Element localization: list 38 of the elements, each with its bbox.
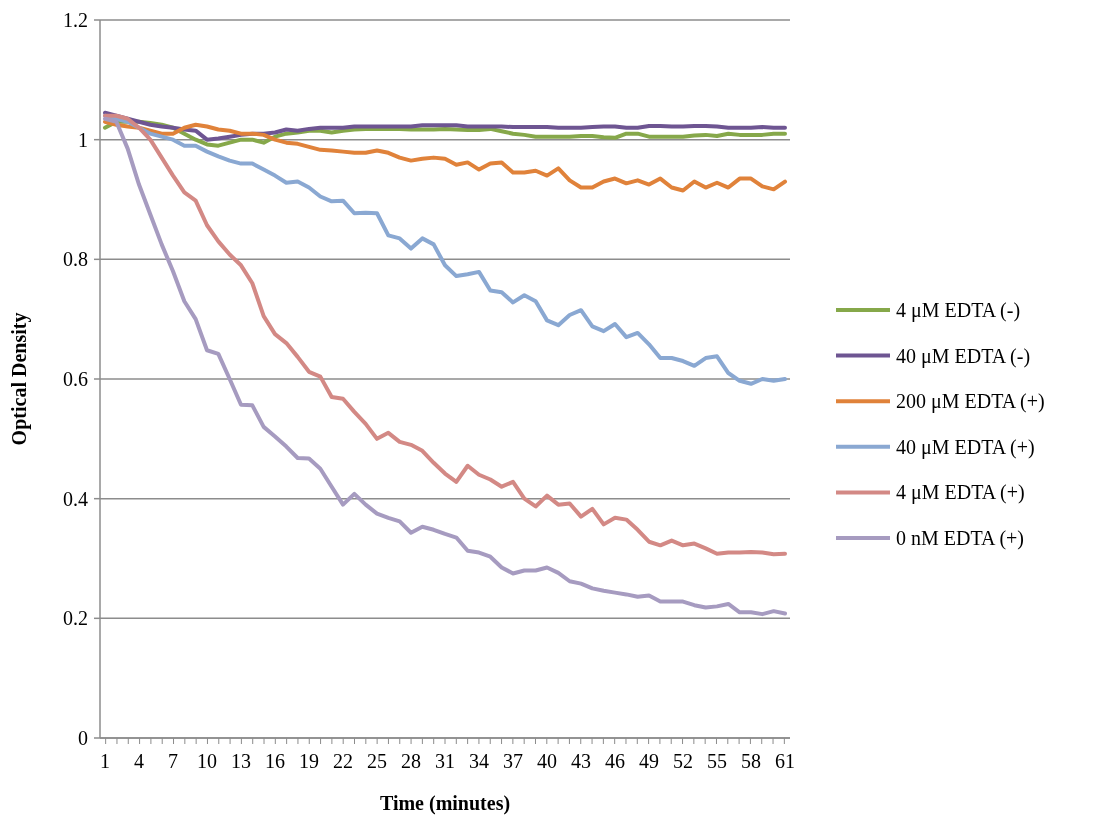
x-tick-label: 13	[231, 750, 251, 772]
y-tick-label: 1	[78, 128, 88, 151]
x-tick-label: 55	[707, 750, 727, 772]
x-tick-label: 19	[299, 750, 319, 772]
y-tick-label: 0.4	[63, 487, 88, 510]
legend-label: 40 μM EDTA (-)	[896, 344, 1031, 368]
x-tick-label: 46	[605, 750, 625, 772]
x-tick-label: 34	[469, 750, 489, 772]
x-tick-label: 7	[168, 750, 178, 772]
x-tick-label: 28	[401, 750, 421, 772]
y-tick-label: 0.6	[63, 368, 88, 390]
x-tick-label: 40	[537, 750, 557, 772]
x-tick-label: 61	[775, 750, 795, 772]
line-series	[103, 110, 787, 142]
legend-label: 4 μM EDTA (-)	[896, 299, 1021, 322]
x-tick-label: 25	[367, 750, 387, 772]
x-tick-label: 1	[100, 750, 110, 772]
legend-label: 40 μM EDTA (+)	[896, 435, 1035, 459]
x-tick-label: 58	[741, 750, 761, 772]
legend-label: 200 μM EDTA (+)	[896, 390, 1045, 414]
x-tick-label: 43	[571, 750, 591, 772]
x-tick-label: 16	[265, 750, 285, 772]
y-tick-label: 0	[78, 727, 88, 749]
y-axis-title: Optical Density	[8, 312, 31, 446]
x-tick-label: 4	[134, 750, 144, 772]
legend-label: 0 nM EDTA (+)	[896, 527, 1024, 550]
x-tick-label: 31	[435, 750, 455, 772]
x-tick-label: 10	[197, 750, 217, 772]
line-series	[103, 119, 787, 193]
y-tick-label: 0.2	[63, 607, 88, 630]
legend-label: 4 μM EDTA (+)	[896, 481, 1025, 505]
y-tick-label: 0.8	[63, 248, 88, 271]
y-tick-label: 1.2	[63, 9, 88, 31]
x-tick-label: 22	[333, 750, 353, 772]
x-tick-label: 49	[639, 750, 659, 772]
x-tick-label: 37	[503, 750, 523, 772]
x-axis-title: Time (minutes)	[379, 792, 511, 815]
x-tick-label: 52	[673, 750, 693, 772]
